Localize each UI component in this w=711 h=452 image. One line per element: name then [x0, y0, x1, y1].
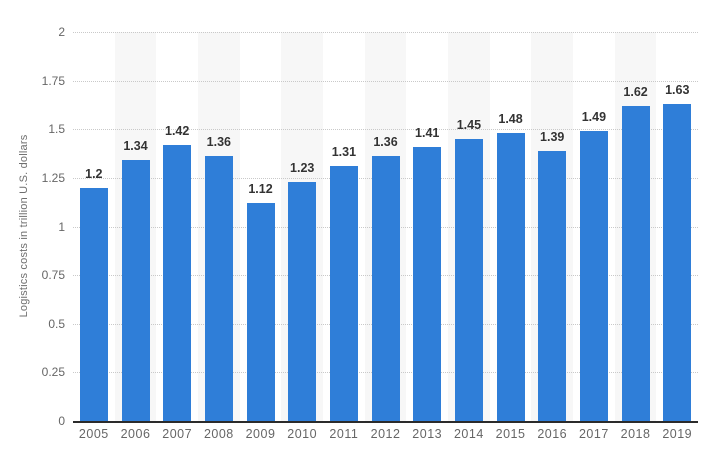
y-tick-label-1: 1	[58, 219, 65, 234]
category-column-2007: 1.42	[156, 32, 198, 421]
x-label-2015: 2015	[495, 427, 526, 441]
bar-2013[interactable]	[413, 146, 442, 421]
x-label-2007: 2007	[162, 427, 193, 441]
y-tick-label-2: 2	[58, 25, 65, 39]
gridline-1.5	[73, 129, 698, 131]
bar-2019[interactable]	[663, 103, 692, 421]
category-column-2012: 1.36	[365, 32, 407, 421]
value-label-2019: 1.63	[665, 82, 690, 97]
bar-series: 1.2 1.34 1.42 1.36 1.12 1.23 1.31 1.36 1.41 1.45 1…	[73, 32, 698, 421]
category-column-2018: 1.62	[615, 32, 657, 421]
x-label-2012: 2012	[370, 427, 401, 441]
x-axis-line	[73, 421, 698, 423]
x-axis-category-labels: 2005 2006 2007 2008 2009 2010 2011 2012 2013 2014…	[73, 427, 698, 441]
y-tick-label-0.75: 0.75	[41, 268, 65, 283]
category-column-2008: 1.36	[198, 32, 240, 421]
plot-area: 1.2 1.34 1.42 1.36 1.12 1.23 1.31 1.36 1.41 1.45 1…	[73, 32, 698, 423]
bar-2015[interactable]	[496, 133, 525, 421]
x-label-2013: 2013	[412, 427, 443, 441]
bar-2016[interactable]	[538, 150, 567, 421]
value-label-2011: 1.31	[331, 145, 357, 160]
bar-2017[interactable]	[579, 131, 608, 421]
category-column-2009: 1.12	[240, 32, 282, 421]
y-tick-label-1.75: 1.75	[41, 73, 65, 88]
value-label-2006: 1.34	[123, 139, 148, 154]
x-label-2016: 2016	[537, 427, 568, 441]
category-column-2019: 1.63	[656, 32, 698, 421]
x-label-2010: 2010	[287, 427, 318, 441]
y-tick-label-1.5: 1.5	[48, 122, 65, 137]
value-label-2010: 1.23	[290, 160, 315, 175]
value-label-2014: 1.45	[456, 117, 482, 132]
category-column-2006: 1.34	[115, 32, 157, 421]
bar-2007[interactable]	[163, 144, 192, 421]
category-column-2017: 1.49	[573, 32, 615, 421]
value-label-2017: 1.49	[581, 110, 607, 125]
bar-2006[interactable]	[121, 160, 150, 421]
x-label-2018: 2018	[620, 427, 651, 441]
x-label-2011: 2011	[329, 427, 359, 441]
category-column-2011: 1.31	[323, 32, 365, 421]
value-label-2005: 1.2	[85, 166, 103, 181]
category-column-2010: 1.23	[281, 32, 323, 421]
category-column-2005: 1.2	[73, 32, 115, 421]
y-tick-label-0: 0	[58, 414, 65, 428]
value-label-2008: 1.36	[206, 135, 232, 150]
y-tick-label-1.25: 1.25	[41, 170, 65, 185]
value-label-2018: 1.62	[623, 84, 648, 99]
x-label-2014: 2014	[453, 427, 484, 441]
value-label-2007: 1.42	[165, 123, 190, 138]
x-label-2008: 2008	[203, 427, 234, 441]
y-tick-label-0.25: 0.25	[41, 365, 65, 380]
value-label-2012: 1.36	[373, 135, 398, 150]
category-column-2015: 1.48	[490, 32, 532, 421]
value-label-2009: 1.12	[248, 182, 273, 197]
y-tick-label-0.5: 0.5	[48, 316, 65, 331]
value-label-2015: 1.48	[498, 112, 523, 127]
y-axis-tick-labels: 2 1.75 1.5 1.25 1 0.75 0.5 0.25 0	[0, 25, 65, 428]
category-column-2014: 1.45	[448, 32, 490, 421]
bar-2005[interactable]	[79, 187, 108, 421]
bar-2009[interactable]	[246, 203, 275, 421]
x-label-2017: 2017	[578, 427, 609, 441]
bar-2011[interactable]	[329, 166, 358, 421]
value-label-2016: 1.39	[540, 129, 565, 144]
value-label-2013: 1.41	[415, 125, 440, 140]
x-label-2019: 2019	[662, 427, 693, 441]
bar-2014[interactable]	[454, 138, 483, 421]
gridline-2	[73, 32, 698, 33]
x-label-2009: 2009	[245, 427, 276, 441]
category-column-2016: 1.39	[531, 32, 573, 421]
bar-2018[interactable]	[621, 105, 650, 421]
gridline-1.75	[73, 80, 698, 82]
category-column-2013: 1.41	[406, 32, 448, 421]
x-label-2006: 2006	[120, 427, 151, 441]
bar-2008[interactable]	[204, 156, 233, 421]
bar-2012[interactable]	[371, 156, 400, 421]
bar-2010[interactable]	[288, 181, 317, 421]
x-label-2005: 2005	[78, 427, 109, 441]
